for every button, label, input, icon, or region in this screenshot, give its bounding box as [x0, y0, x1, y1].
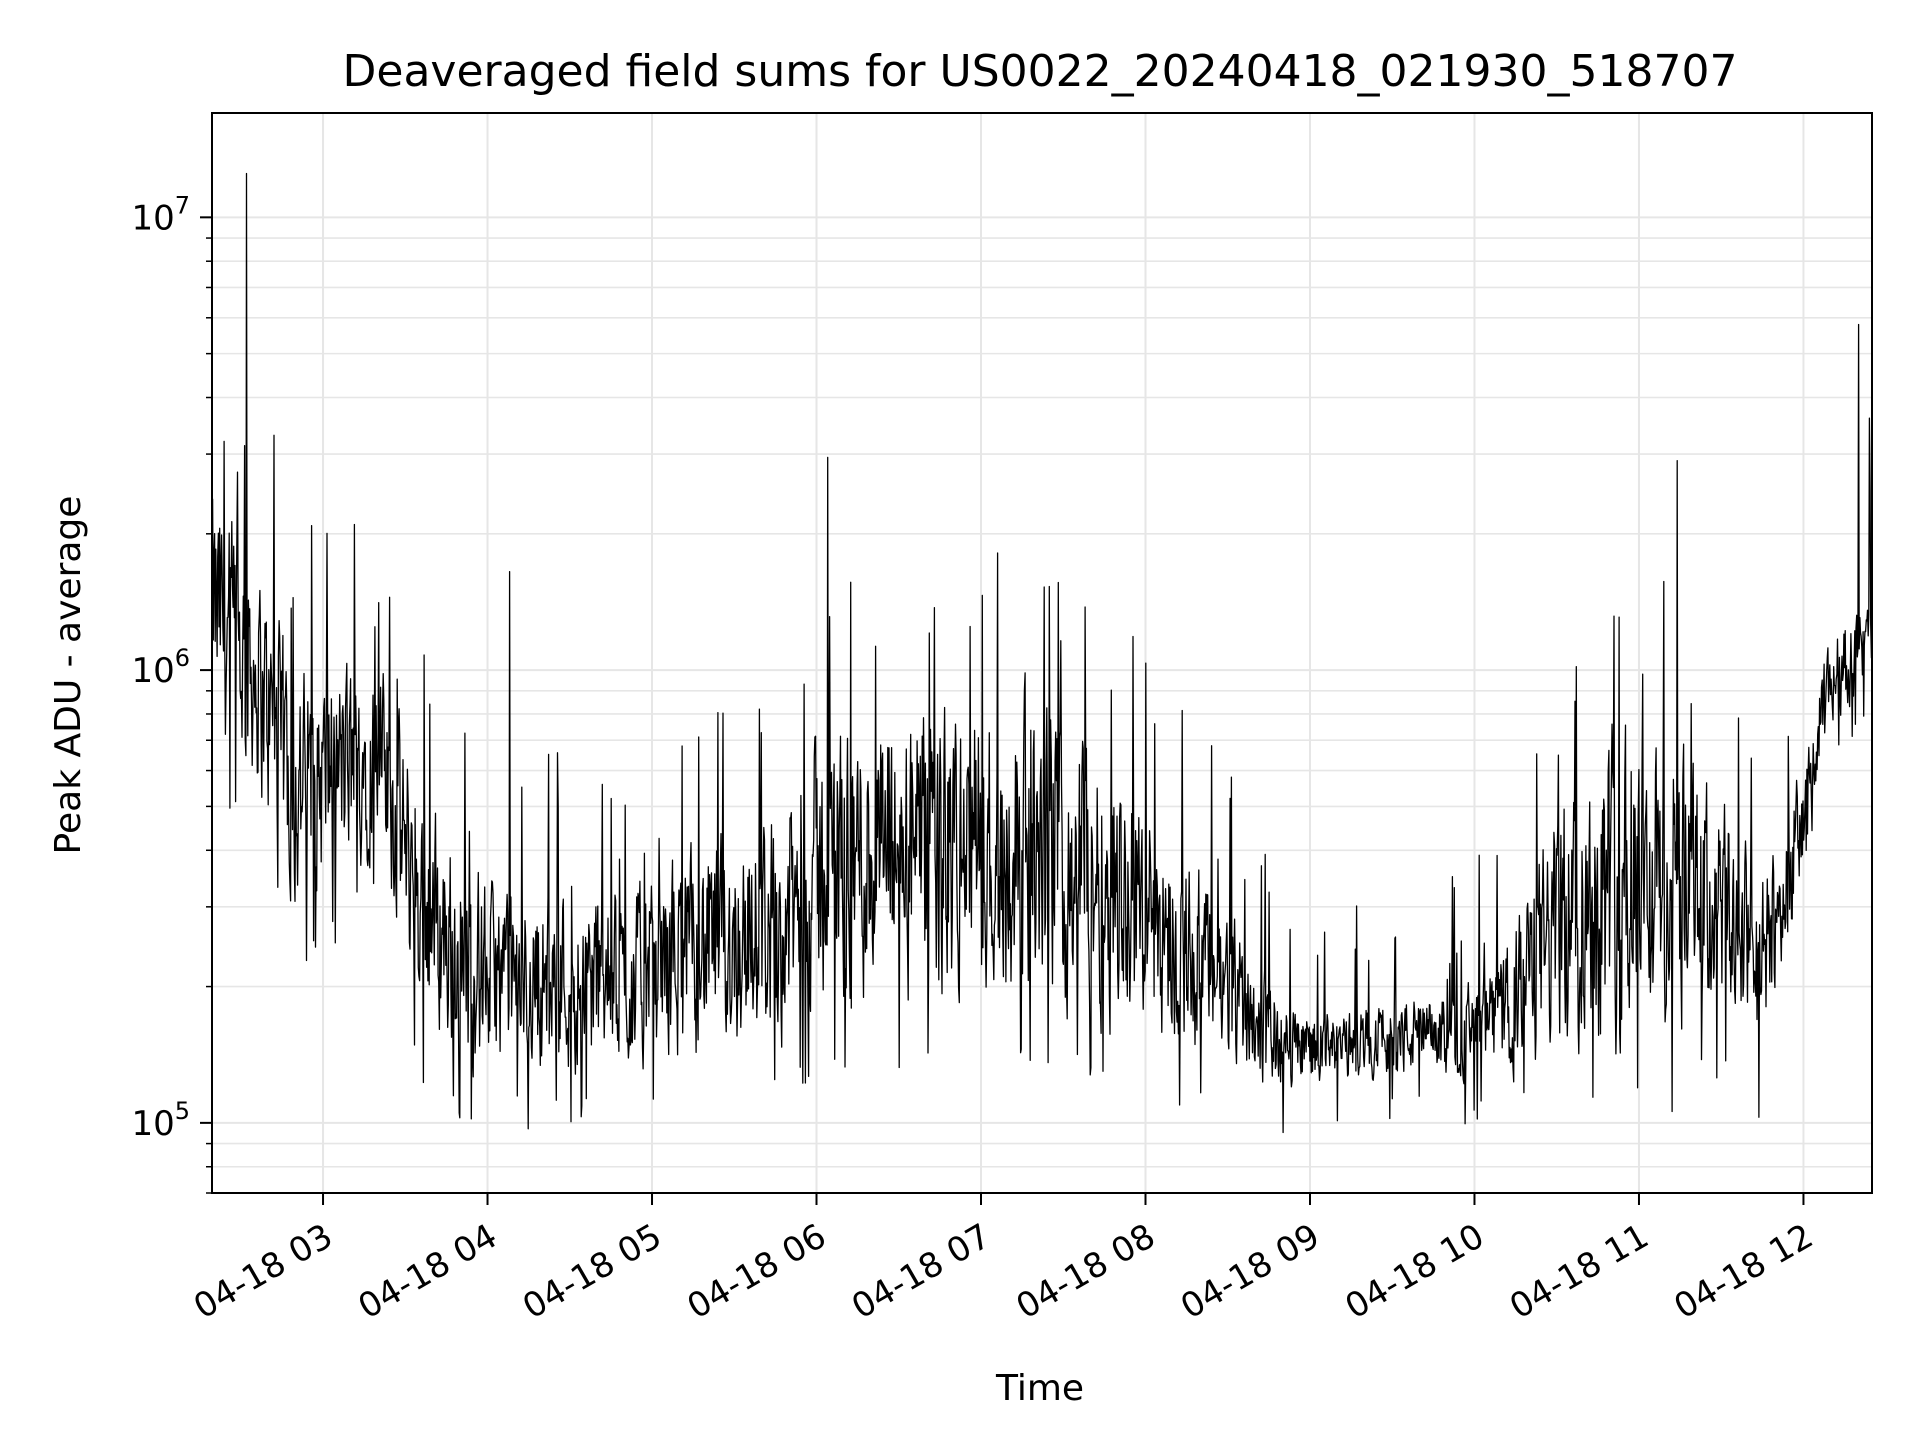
y-tick-label: 105 [131, 1097, 190, 1144]
x-axis-label: Time [995, 1368, 1084, 1409]
plot-frame [211, 112, 1873, 1194]
y-tick-label: 107 [131, 191, 190, 238]
chart-title: Deaveraged field sums for US0022_2024041… [343, 46, 1738, 97]
y-axis-label: Peak ADU - average [48, 496, 89, 855]
y-tick-label: 106 [131, 644, 190, 691]
series-line [211, 172, 1873, 1134]
series-line-group [211, 172, 1873, 1134]
grid-lines [212, 113, 1872, 1194]
plot-area [211, 112, 1873, 1194]
y-axis: 105 106 107 [131, 191, 212, 1194]
